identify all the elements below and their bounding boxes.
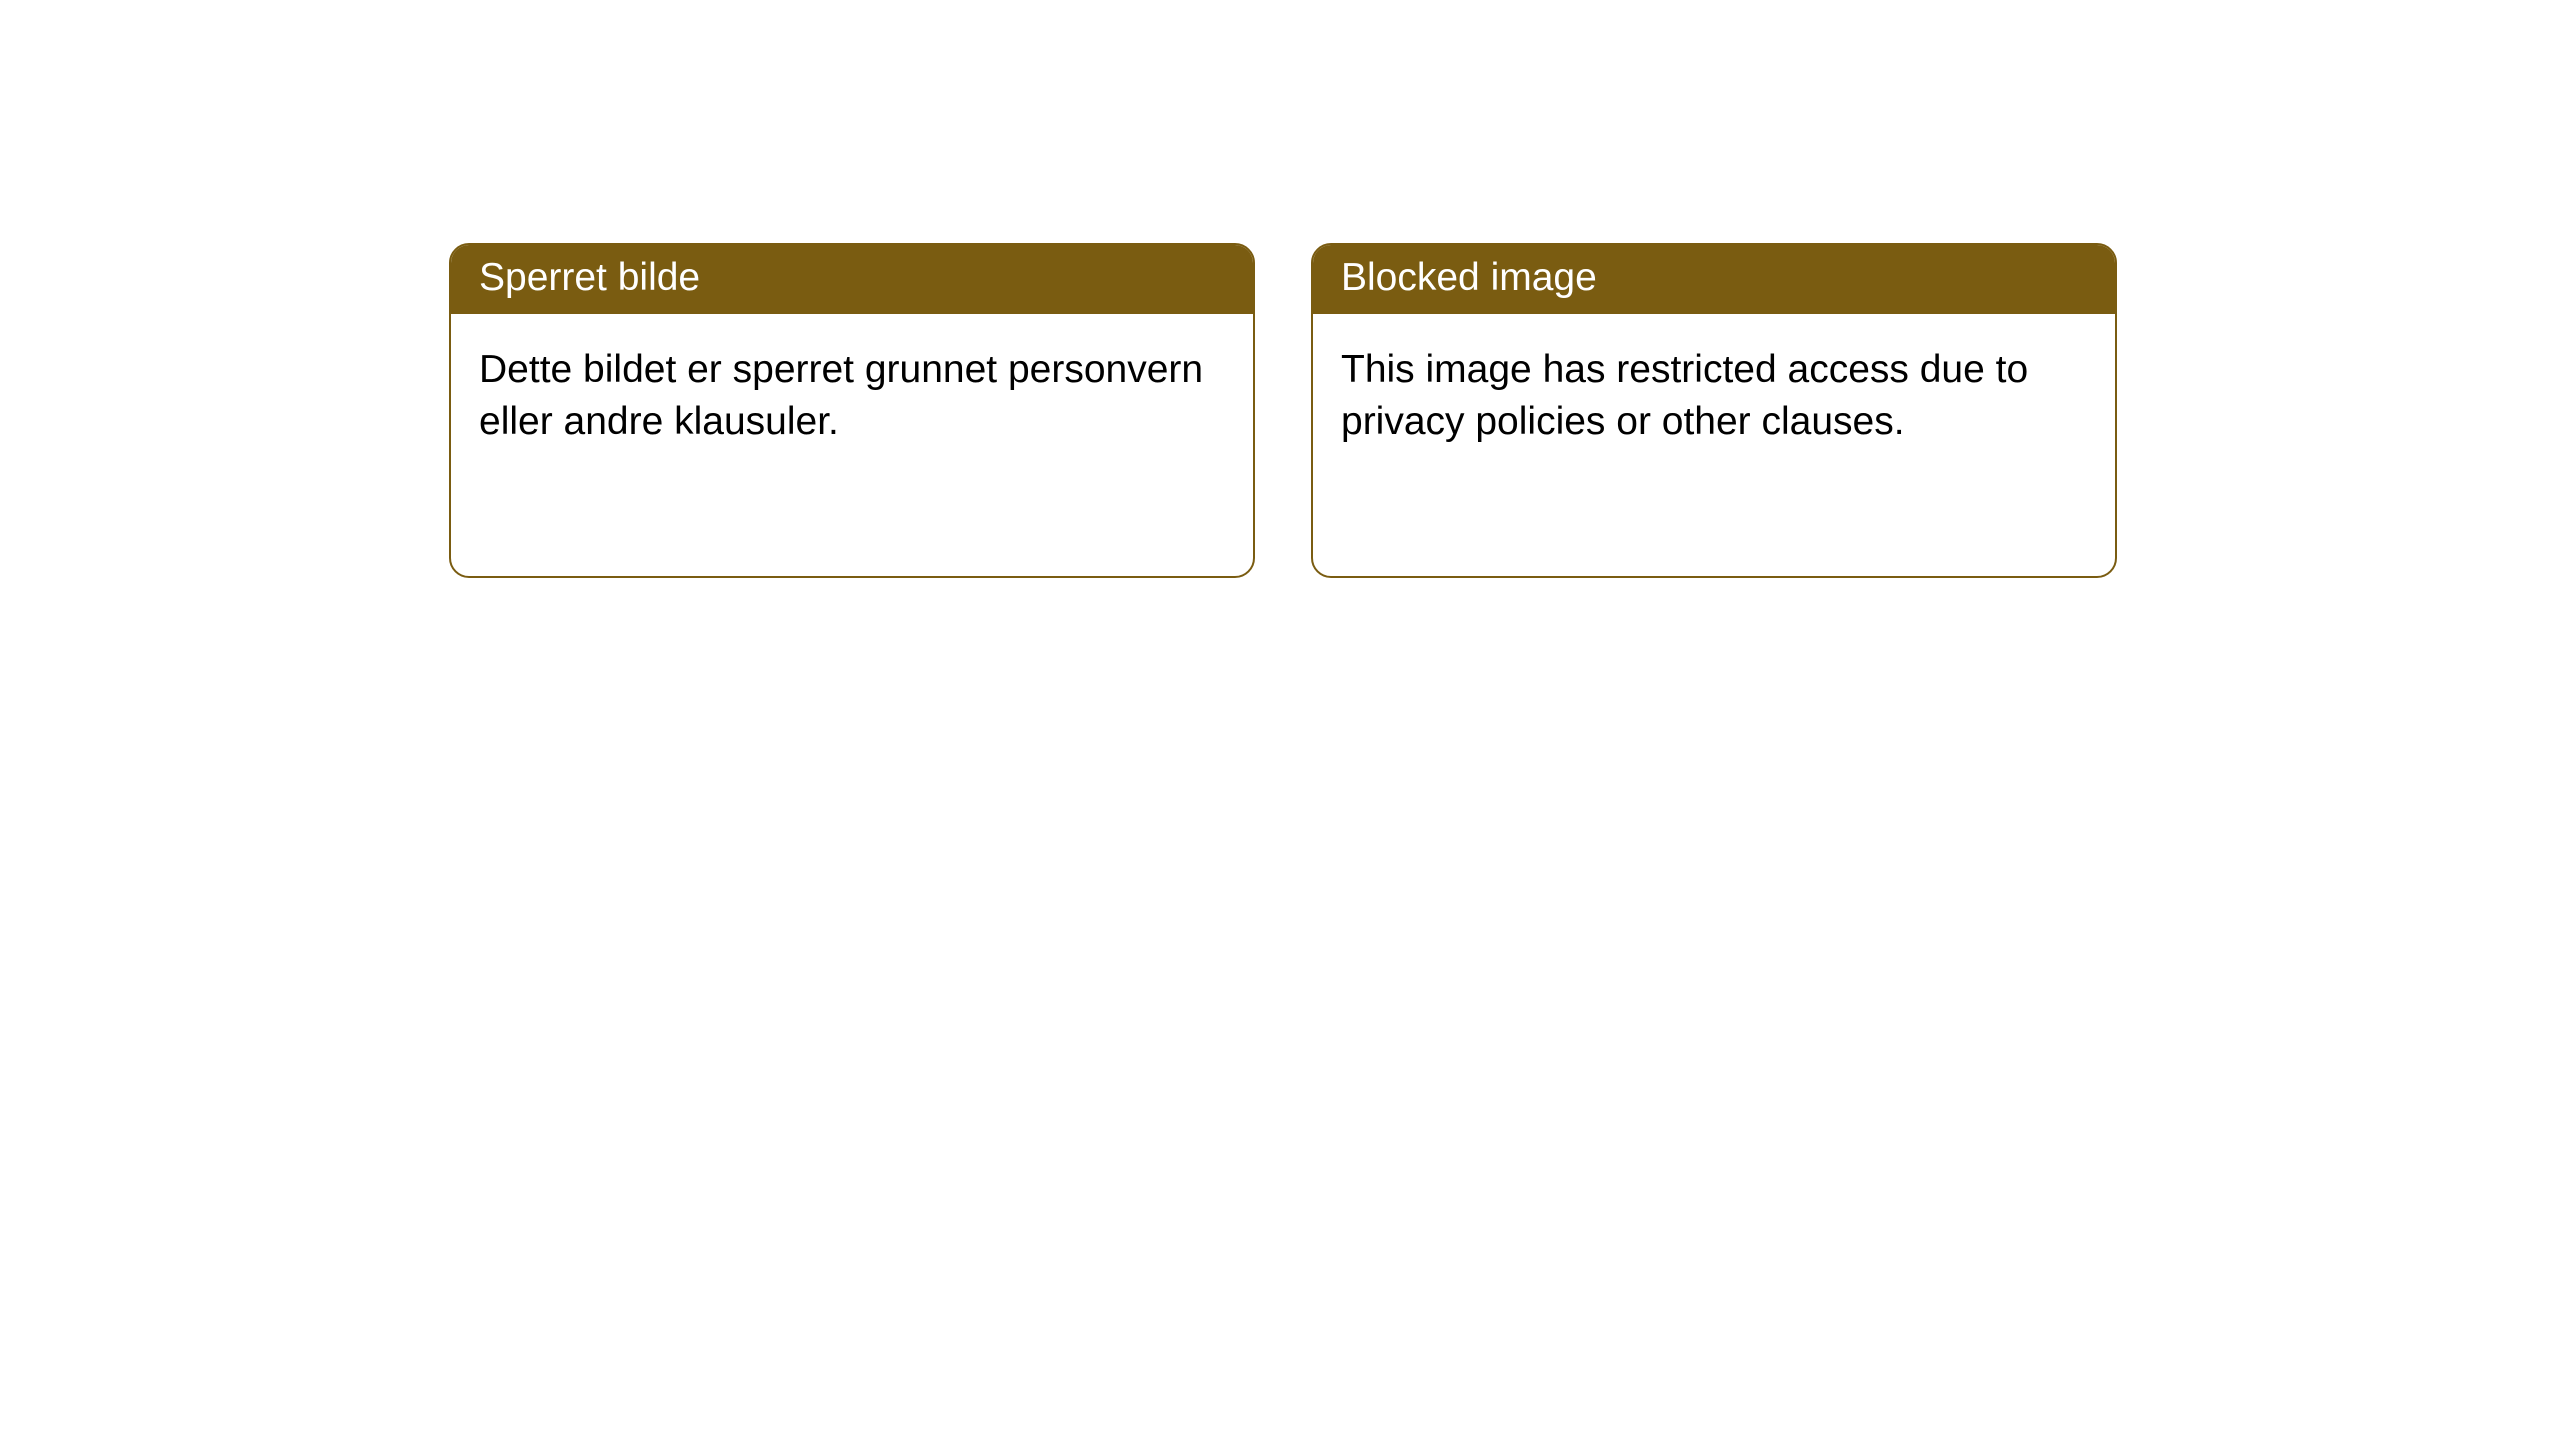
card-header-en: Blocked image xyxy=(1313,245,2115,314)
blocked-image-card-en: Blocked image This image has restricted … xyxy=(1311,243,2117,578)
card-body-no: Dette bildet er sperret grunnet personve… xyxy=(451,314,1253,479)
card-header-no: Sperret bilde xyxy=(451,245,1253,314)
notice-container: Sperret bilde Dette bildet er sperret gr… xyxy=(0,0,2560,578)
blocked-image-card-no: Sperret bilde Dette bildet er sperret gr… xyxy=(449,243,1255,578)
card-body-en: This image has restricted access due to … xyxy=(1313,314,2115,479)
